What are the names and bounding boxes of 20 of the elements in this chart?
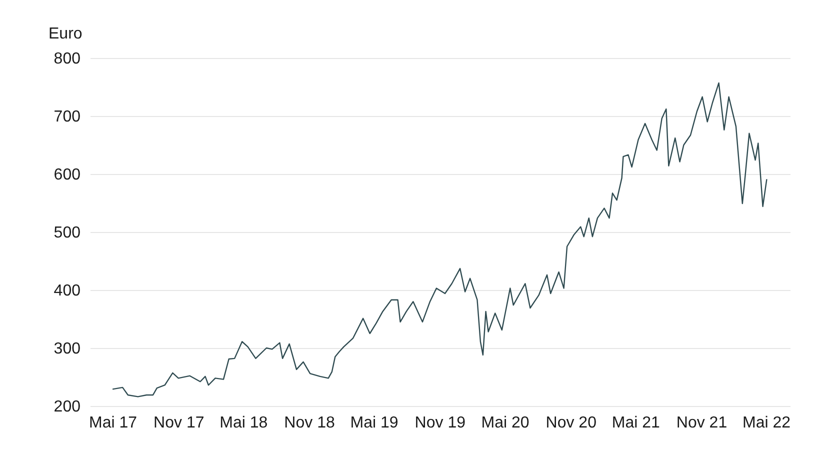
x-tick-label: Mai 21 — [612, 414, 660, 432]
x-tick-label: Mai 20 — [481, 414, 530, 432]
y-tick-label: 700 — [54, 108, 81, 126]
y-axis-title: Euro — [48, 26, 82, 42]
y-tick-label: 400 — [54, 282, 81, 300]
x-tick-label: Mai 18 — [220, 414, 268, 432]
x-tick-label: Mai 19 — [350, 414, 398, 432]
y-tick-label: 600 — [54, 166, 81, 184]
y-tick-label: 500 — [54, 224, 81, 242]
x-tick-label: Nov 17 — [154, 414, 204, 432]
line-series — [112, 82, 768, 398]
x-tick-label: Nov 19 — [414, 414, 466, 432]
x-tick-label: Mai 22 — [742, 414, 791, 432]
y-tick-label: 300 — [54, 340, 81, 358]
y-tick-label: 200 — [54, 398, 81, 416]
x-tick-label: Nov 18 — [284, 414, 335, 432]
x-tick-label: Mai 17 — [89, 414, 138, 432]
x-tick-label: Nov 20 — [546, 414, 597, 432]
y-tick-label: 800 — [54, 50, 81, 68]
x-tick-label: Nov 21 — [676, 414, 728, 432]
